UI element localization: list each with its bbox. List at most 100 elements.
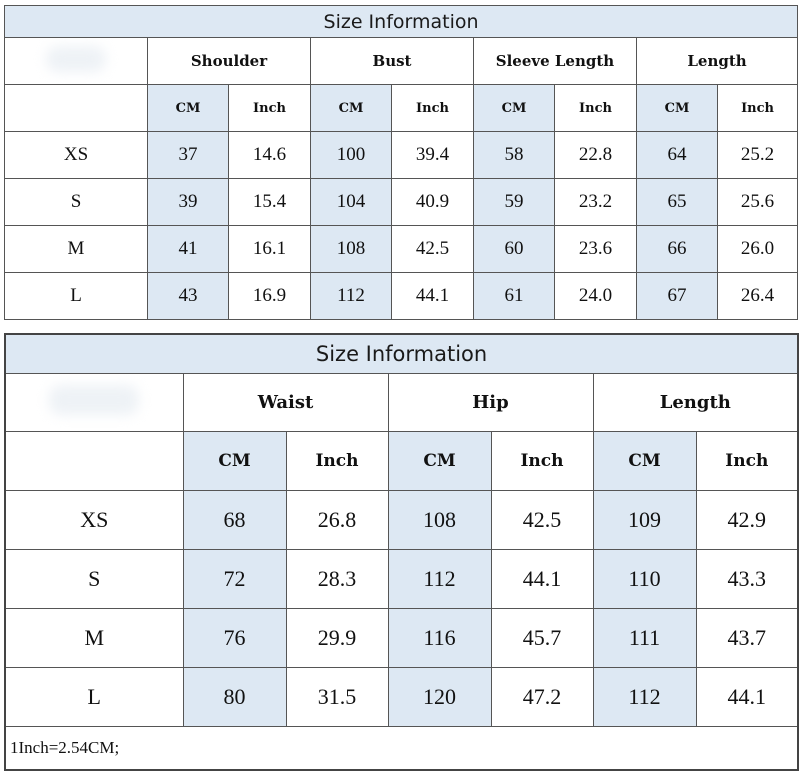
value-cell: 44.1 <box>391 272 474 320</box>
group-header-length: Length <box>592 373 799 432</box>
value-cell: 39.4 <box>391 131 474 179</box>
value-cell: 104 <box>310 178 392 226</box>
value-cell: 44.1 <box>490 549 594 609</box>
blurred-logo <box>46 45 106 72</box>
value-cell: 25.2 <box>716 131 799 179</box>
size-label: XS <box>4 490 184 550</box>
value-cell: 42.5 <box>391 225 474 273</box>
value-cell: 43.3 <box>695 549 799 609</box>
value-cell: 72 <box>182 549 287 609</box>
value-cell: 31.5 <box>285 667 389 727</box>
table-title: Size Information <box>3 5 799 38</box>
unit-inch: Inch <box>228 84 311 132</box>
unit-inch: Inch <box>695 431 799 491</box>
value-cell: 76 <box>182 608 287 668</box>
value-cell: 39 <box>147 178 229 226</box>
value-cell: 80 <box>182 667 287 727</box>
value-cell: 60 <box>473 225 555 273</box>
size-label: M <box>4 225 148 273</box>
value-cell: 42.5 <box>490 490 594 550</box>
unit-cm: CM <box>310 84 392 132</box>
value-cell: 110 <box>592 549 697 609</box>
table-row: M 76 29.9 116 45.7 111 43.7 <box>4 608 799 668</box>
size-label: XS <box>4 131 148 179</box>
value-cell: 109 <box>592 490 697 550</box>
size-header-cell <box>4 84 148 132</box>
value-cell: 108 <box>387 490 492 550</box>
value-cell: 61 <box>473 272 555 320</box>
value-cell: 59 <box>473 178 555 226</box>
value-cell: 29.9 <box>285 608 389 668</box>
value-cell: 43 <box>147 272 229 320</box>
size-table-top: Size Information Shoulder Bust Sleeve Le… <box>3 5 799 320</box>
unit-inch: Inch <box>554 84 637 132</box>
value-cell: 47.2 <box>490 667 594 727</box>
group-header-bust: Bust <box>310 37 474 85</box>
value-cell: 43.7 <box>695 608 799 668</box>
unit-inch: Inch <box>285 431 389 491</box>
size-label: S <box>4 178 148 226</box>
value-cell: 67 <box>636 272 718 320</box>
value-cell: 42.9 <box>695 490 799 550</box>
value-cell: 23.6 <box>554 225 637 273</box>
value-cell: 23.2 <box>554 178 637 226</box>
table-row: L 43 16.9 112 44.1 61 24.0 67 26.4 <box>4 272 799 320</box>
value-cell: 112 <box>310 272 392 320</box>
value-cell: 112 <box>387 549 492 609</box>
value-cell: 58 <box>473 131 555 179</box>
value-cell: 68 <box>182 490 287 550</box>
value-cell: 16.1 <box>228 225 311 273</box>
unit-inch: Inch <box>391 84 474 132</box>
value-cell: 66 <box>636 225 718 273</box>
value-cell: 15.4 <box>228 178 311 226</box>
value-cell: 116 <box>387 608 492 668</box>
value-cell: 41 <box>147 225 229 273</box>
value-cell: 112 <box>592 667 697 727</box>
unit-cm: CM <box>592 431 697 491</box>
group-header-waist: Waist <box>182 373 389 432</box>
table-row: M 41 16.1 108 42.5 60 23.6 66 26.0 <box>4 225 799 273</box>
unit-cm: CM <box>147 84 229 132</box>
unit-cm: CM <box>182 431 287 491</box>
table-row: S 72 28.3 112 44.1 110 43.3 <box>4 549 799 609</box>
unit-cm: CM <box>387 431 492 491</box>
unit-cm: CM <box>636 84 718 132</box>
unit-inch: Inch <box>490 431 594 491</box>
value-cell: 25.6 <box>716 178 799 226</box>
value-cell: 40.9 <box>391 178 474 226</box>
value-cell: 111 <box>592 608 697 668</box>
table-row: XS 68 26.8 108 42.5 109 42.9 <box>4 490 799 550</box>
value-cell: 26.0 <box>716 225 799 273</box>
unit-inch: Inch <box>716 84 799 132</box>
corner-cell <box>4 373 184 432</box>
blurred-logo <box>49 385 140 415</box>
value-cell: 64 <box>636 131 718 179</box>
value-cell: 14.6 <box>228 131 311 179</box>
value-cell: 37 <box>147 131 229 179</box>
size-header-cell <box>4 431 184 491</box>
corner-cell <box>4 37 148 85</box>
value-cell: 65 <box>636 178 718 226</box>
value-cell: 16.9 <box>228 272 311 320</box>
value-cell: 22.8 <box>554 131 637 179</box>
value-cell: 44.1 <box>695 667 799 727</box>
size-label: L <box>4 667 184 727</box>
value-cell: 45.7 <box>490 608 594 668</box>
group-header-sleeve-length: Sleeve Length <box>473 37 637 85</box>
value-cell: 28.3 <box>285 549 389 609</box>
table-title: Size Information <box>4 333 799 374</box>
group-header-length: Length <box>635 37 799 85</box>
unit-cm: CM <box>473 84 555 132</box>
conversion-note: 1Inch=2.54CM; <box>4 726 799 771</box>
group-header-shoulder: Shoulder <box>147 37 311 85</box>
table-row: L 80 31.5 120 47.2 112 44.1 <box>4 667 799 727</box>
table-row: XS 37 14.6 100 39.4 58 22.8 64 25.2 <box>4 131 799 179</box>
value-cell: 100 <box>310 131 392 179</box>
size-table-bottom: Size Information Waist Hip Length CM Inc… <box>4 333 800 771</box>
size-label: S <box>4 549 184 609</box>
size-label: M <box>4 608 184 668</box>
value-cell: 108 <box>310 225 392 273</box>
value-cell: 24.0 <box>554 272 637 320</box>
value-cell: 26.8 <box>285 490 389 550</box>
group-header-hip: Hip <box>387 373 594 432</box>
